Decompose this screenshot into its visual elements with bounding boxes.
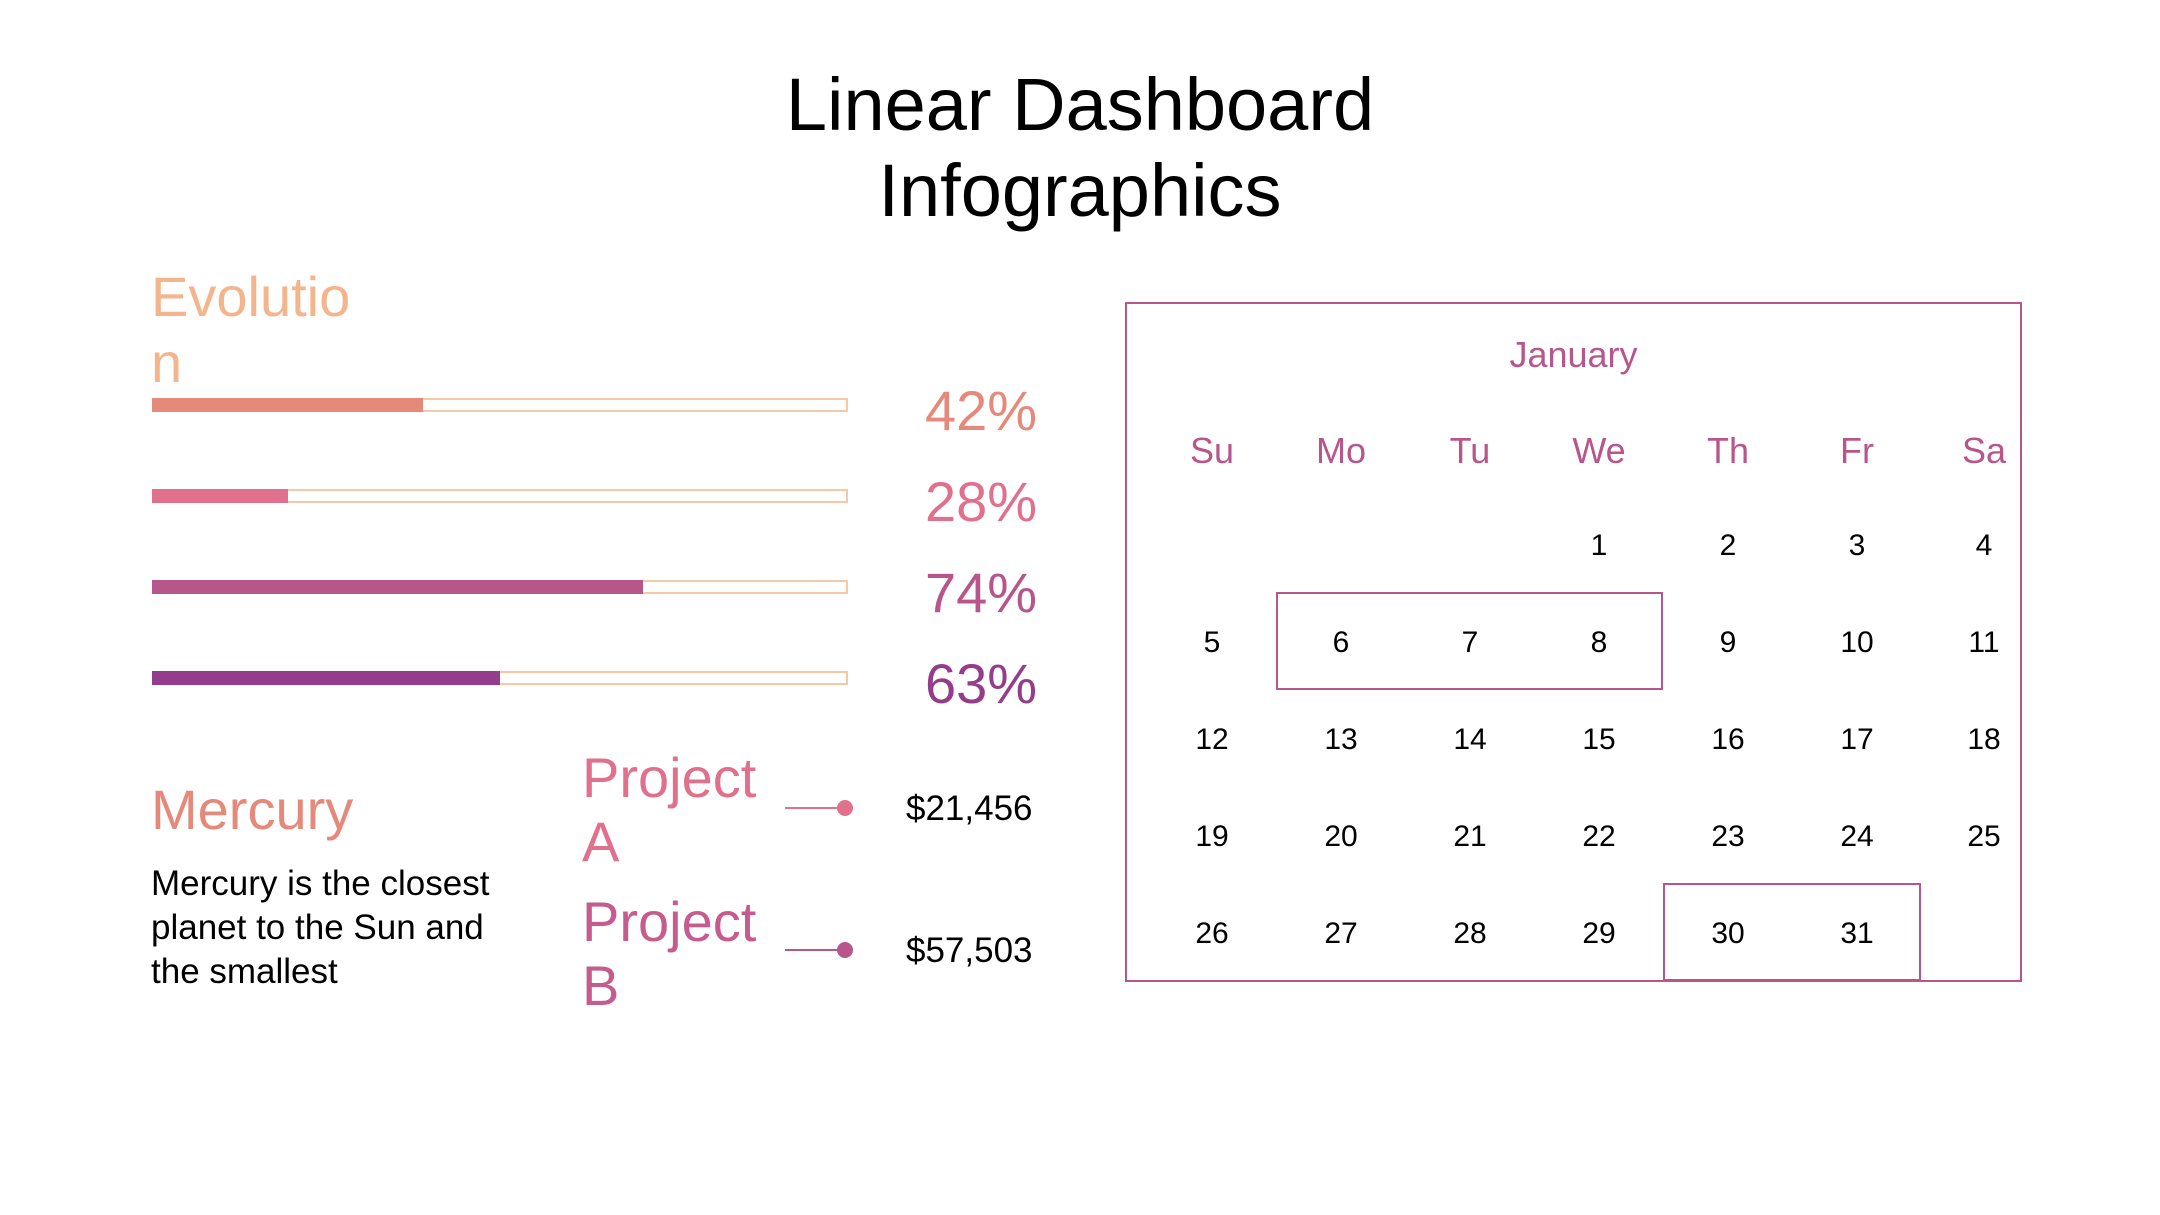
project-a-connector-line [785, 807, 843, 809]
evolution-bar-fill [152, 580, 643, 594]
calendar-day-27[interactable]: 27 [1324, 917, 1358, 950]
evolution-bar-3 [152, 580, 852, 596]
calendar-day-19[interactable]: 19 [1195, 820, 1229, 853]
calendar-day-13[interactable]: 13 [1324, 723, 1358, 756]
evolution-bar-fill [152, 489, 288, 503]
evolution-bar-percent: 42% [925, 379, 1038, 442]
project-b-dot-icon [837, 942, 853, 958]
page-title: Linear Dashboard Infographics [785, 63, 1375, 232]
calendar-weekday-fr: Fr [1840, 430, 1874, 471]
project-b-connector-line [785, 949, 843, 951]
calendar-weekday-we: We [1572, 430, 1626, 471]
calendar-day-7[interactable]: 7 [1461, 626, 1479, 659]
calendar-day-25[interactable]: 25 [1967, 820, 2001, 853]
project-a-name: Project A [582, 746, 757, 873]
calendar-day-10[interactable]: 10 [1840, 626, 1874, 659]
calendar-day-9[interactable]: 9 [1719, 626, 1737, 659]
calendar-day-5[interactable]: 5 [1203, 626, 1221, 659]
calendar-day-26[interactable]: 26 [1195, 917, 1229, 950]
evolution-bar-fill [152, 398, 424, 412]
calendar-day-28[interactable]: 28 [1453, 917, 1487, 950]
calendar-day-31[interactable]: 31 [1840, 917, 1874, 950]
calendar-day-29[interactable]: 29 [1582, 917, 1616, 950]
calendar-day-3[interactable]: 3 [1848, 529, 1866, 562]
calendar-day-21[interactable]: 21 [1453, 820, 1487, 853]
evolution-bar-percent: 63% [925, 652, 1038, 715]
calendar-day-11[interactable]: 11 [1968, 626, 2000, 659]
project-b-name: Project B [582, 890, 757, 1017]
project-a-amount: $21,456 [906, 789, 1033, 828]
calendar-weekday-su: Su [1189, 430, 1235, 471]
calendar-day-6[interactable]: 6 [1332, 626, 1350, 659]
evolution-heading: Evolution [151, 265, 351, 394]
calendar-day-8[interactable]: 8 [1590, 626, 1608, 659]
evolution-bar-percent: 28% [925, 470, 1038, 533]
calendar-day-20[interactable]: 20 [1324, 820, 1358, 853]
project-a-connector [785, 798, 853, 818]
mercury-description: Mercury is the closest planet to the Sun… [151, 864, 490, 991]
calendar-day-4[interactable]: 4 [1975, 529, 1993, 562]
calendar-day-23[interactable]: 23 [1711, 820, 1745, 853]
calendar: January Su Mo Tu We Th Fr Sa 1 2 3 4 5 6 7 8 9 10 11 12 13 1… [1125, 302, 2022, 982]
calendar-day-2[interactable]: 2 [1719, 529, 1737, 562]
calendar-weekday-tu: Tu [1449, 430, 1491, 471]
calendar-day-16[interactable]: 16 [1711, 723, 1745, 756]
calendar-day-22[interactable]: 22 [1582, 820, 1616, 853]
evolution-bar-1 [152, 398, 852, 414]
calendar-day-15[interactable]: 15 [1582, 723, 1616, 756]
calendar-weekday-th: Th [1706, 430, 1749, 471]
calendar-day-12[interactable]: 12 [1195, 723, 1229, 756]
calendar-month: January [1509, 334, 1638, 375]
project-a-dot-icon [837, 800, 853, 816]
calendar-day-30[interactable]: 30 [1711, 917, 1745, 950]
project-b-connector [785, 940, 853, 960]
project-b-amount: $57,503 [906, 931, 1033, 970]
calendar-weekday-sa: Sa [1961, 430, 2007, 471]
evolution-bar-fill [152, 671, 500, 685]
evolution-bar-4 [152, 671, 852, 687]
calendar-day-14[interactable]: 14 [1453, 723, 1487, 756]
evolution-bar-percent: 74% [925, 561, 1038, 624]
calendar-day-24[interactable]: 24 [1840, 820, 1874, 853]
mercury-heading: Mercury [151, 778, 354, 841]
calendar-highlight-range-2 [1662, 883, 1921, 981]
calendar-highlight-range-1 [1275, 592, 1663, 690]
calendar-day-1[interactable]: 1 [1590, 529, 1608, 562]
calendar-day-17[interactable]: 17 [1840, 723, 1874, 756]
calendar-day-18[interactable]: 18 [1967, 723, 2001, 756]
evolution-bar-2 [152, 489, 852, 505]
calendar-weekday-mo: Mo [1315, 430, 1366, 471]
